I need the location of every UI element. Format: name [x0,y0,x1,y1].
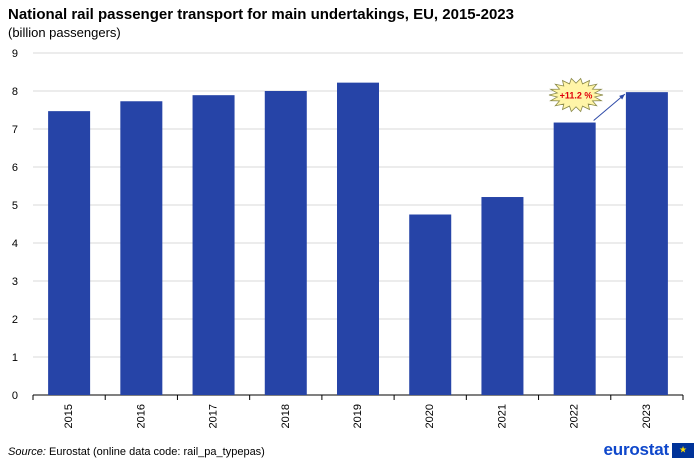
bar-2019 [337,82,379,395]
y-tick-label-7: 7 [12,124,18,136]
chart-title: National rail passenger transport for ma… [8,6,514,23]
x-tick-label-2018: 2018 [280,404,292,428]
y-tick-label-9: 9 [12,48,18,60]
chart-subtitle: (billion passengers) [8,25,121,40]
y-tick-label-4: 4 [12,238,18,250]
source-note: Source: Eurostat (online data code: rail… [8,446,265,458]
annotation-label: +11.2 % [560,91,593,101]
x-tick-label-2015: 2015 [63,404,75,428]
y-tick-label-8: 8 [12,86,18,98]
bar-2021 [481,197,524,395]
source-text: Eurostat (online data code: rail_pa_type… [48,446,265,458]
bar-2020 [409,214,452,395]
annotation-arrow [593,93,626,121]
bar-2023 [625,92,668,395]
eu-flag-icon: ★ [672,442,694,458]
eurostat-logo: eurostat ★ [603,440,694,459]
bar-2022 [553,122,596,395]
y-tick-label-5: 5 [12,200,18,212]
bar-2015 [48,111,91,395]
x-tick-label-2017: 2017 [208,404,220,428]
y-tick-label-2: 2 [12,314,18,326]
source-label: Source: [8,446,46,458]
logo-text: eurostat [603,440,670,459]
x-tick-label-2020: 2020 [424,404,436,428]
y-tick-label-0: 0 [12,390,18,402]
bar-2016 [120,101,163,395]
annotation-badge [548,77,604,113]
bar-2017 [192,95,235,396]
x-tick-label-2019: 2019 [352,404,364,428]
x-tick-label-2023: 2023 [641,404,653,428]
bar-chart: 0 1 2 3 4 5 6 7 8 9 2015 2016 2017 2018 2019 2020 2021 20… [12,48,684,428]
x-tick-label-2016: 2016 [135,404,147,428]
annotation-arrowhead [619,94,625,100]
y-tick-label-6: 6 [12,162,18,174]
y-tick-label-3: 3 [12,276,18,288]
bar-2018 [264,91,307,395]
x-tick-label-2021: 2021 [496,404,508,428]
x-tick-label-2022: 2022 [569,404,581,428]
y-tick-label-1: 1 [12,352,18,364]
